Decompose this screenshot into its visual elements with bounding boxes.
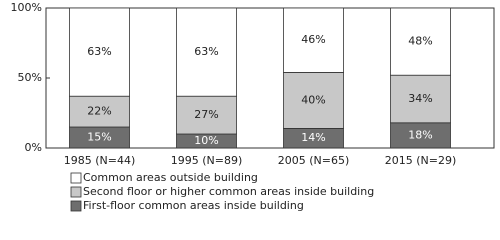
- data-label: 18%: [408, 128, 432, 141]
- chart: 0% 50% 100% 1985 (N=44) 15% 22% 63% 1995 (N=89)…: [11, 1, 495, 212]
- x-tick-label: 1995 (N=89): [171, 154, 243, 167]
- page: {"chart_data": {"type": "stacked-bar", "…: [10, 1, 495, 212]
- bar-segment: [390, 74, 451, 124]
- legend-swatch: [70, 200, 82, 212]
- bar-segment: [390, 122, 451, 149]
- x-tick-label: 2015 (N=29): [385, 154, 457, 167]
- data-label: 48%: [408, 35, 432, 48]
- x-tick-label: 1985 (N=44): [64, 154, 136, 167]
- bar-segment: [283, 72, 344, 129]
- data-label: 14%: [301, 131, 325, 144]
- data-label: 40%: [301, 93, 325, 106]
- bar-segment: [283, 7, 344, 73]
- legend-swatch: [70, 172, 82, 184]
- bar-segment: [176, 7, 237, 97]
- y-tick-label: 100%: [11, 1, 42, 14]
- legend-swatch: [70, 186, 82, 198]
- legend-label: Second floor or higher common areas insi…: [83, 185, 374, 198]
- data-label: 46%: [301, 33, 325, 46]
- data-label: 10%: [194, 134, 218, 147]
- data-label: 22%: [87, 105, 111, 118]
- y-tick-label: 50%: [18, 71, 42, 84]
- bar-segment: [390, 7, 451, 76]
- data-label: 63%: [194, 45, 218, 58]
- bar-segment: [69, 7, 130, 97]
- legend-label: Common areas outside building: [83, 171, 258, 184]
- legend-label: First-floor common areas inside building: [83, 199, 304, 212]
- x-tick-label: 2005 (N=65): [278, 154, 350, 167]
- y-tick-label: 0%: [25, 141, 42, 154]
- data-label: 34%: [408, 92, 432, 105]
- data-label: 15%: [87, 131, 111, 144]
- data-label: 63%: [87, 45, 111, 58]
- data-label: 27%: [194, 108, 218, 121]
